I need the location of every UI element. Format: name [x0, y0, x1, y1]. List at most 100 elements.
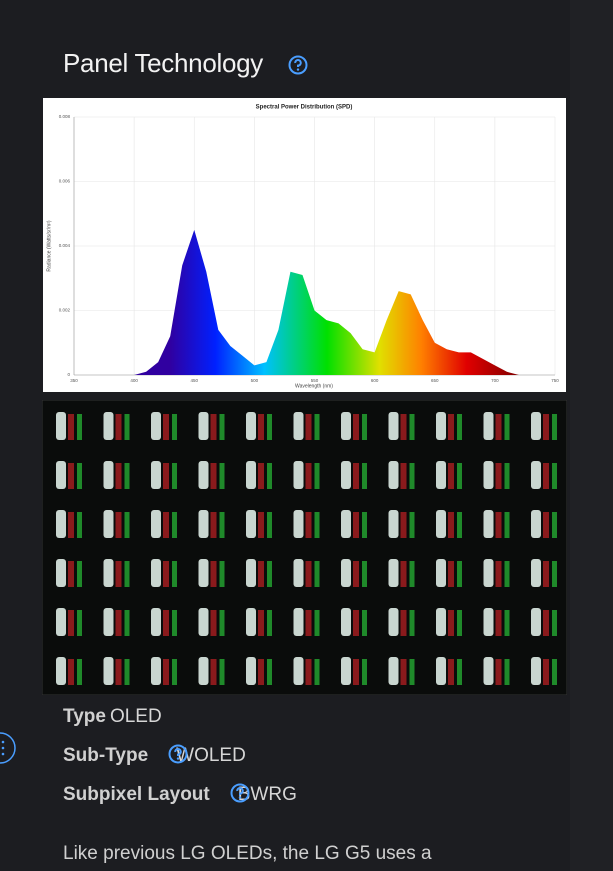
white-subpixel	[151, 412, 161, 440]
green-subpixel	[314, 610, 320, 636]
green-subpixel	[504, 610, 510, 636]
green-subpixel	[457, 659, 462, 685]
spec-row: Sub-Type WOLED	[63, 745, 246, 767]
white-subpixel	[531, 510, 541, 538]
white-subpixel	[151, 559, 161, 587]
red-subpixel	[448, 414, 454, 440]
white-subpixel	[293, 608, 304, 636]
green-subpixel	[219, 561, 225, 587]
green-subpixel	[457, 561, 462, 587]
menu-button[interactable]	[0, 730, 18, 766]
white-subpixel	[198, 510, 209, 538]
white-subpixel	[341, 608, 351, 636]
red-subpixel	[495, 561, 502, 587]
white-subpixel	[388, 657, 399, 685]
white-subpixel	[341, 559, 351, 587]
y-axis-label: Radiance (Watts/sr/m²)	[46, 220, 52, 272]
green-subpixel	[457, 414, 462, 440]
spec-value: OLED	[109, 706, 162, 727]
red-subpixel	[495, 414, 502, 440]
y-tick-label: 0.008	[59, 114, 71, 119]
x-tick-label: 650	[431, 378, 439, 383]
y-tick-label: 0.006	[59, 179, 71, 184]
white-subpixel	[341, 461, 351, 489]
red-subpixel	[495, 512, 502, 538]
spec-label: Subpixel Layout	[63, 784, 210, 805]
spec-label: Type	[63, 706, 106, 727]
green-subpixel	[172, 512, 177, 538]
white-subpixel	[436, 461, 446, 489]
green-subpixel	[314, 659, 320, 685]
red-subpixel	[400, 414, 407, 440]
red-subpixel	[115, 463, 122, 489]
red-subpixel	[543, 659, 549, 685]
red-subpixel	[400, 512, 407, 538]
white-subpixel	[246, 412, 256, 440]
white-subpixel	[198, 608, 209, 636]
white-subpixel	[56, 657, 66, 685]
green-subpixel	[409, 659, 415, 685]
x-tick-label: 600	[371, 378, 379, 383]
y-tick-label: 0.002	[59, 308, 71, 313]
red-subpixel	[258, 414, 264, 440]
green-subpixel	[362, 659, 367, 685]
red-subpixel	[305, 659, 312, 685]
green-subpixel	[172, 463, 177, 489]
white-subpixel	[436, 559, 446, 587]
red-subpixel	[68, 659, 74, 685]
help-icon[interactable]	[230, 783, 250, 803]
green-subpixel	[314, 512, 320, 538]
red-subpixel	[305, 561, 312, 587]
green-subpixel	[77, 610, 82, 636]
red-subpixel	[543, 561, 549, 587]
green-subpixel	[77, 659, 82, 685]
x-tick-label: 450	[190, 378, 198, 383]
red-subpixel	[115, 610, 122, 636]
white-subpixel	[246, 608, 256, 636]
red-subpixel	[163, 561, 169, 587]
white-subpixel	[531, 559, 541, 587]
red-subpixel	[353, 561, 359, 587]
green-subpixel	[362, 463, 367, 489]
red-subpixel	[305, 414, 312, 440]
red-subpixel	[210, 463, 217, 489]
green-subpixel	[172, 414, 177, 440]
green-subpixel	[314, 561, 320, 587]
white-subpixel	[103, 510, 114, 538]
white-subpixel	[246, 461, 256, 489]
white-subpixel	[531, 608, 541, 636]
red-subpixel	[305, 463, 312, 489]
red-subpixel	[543, 610, 549, 636]
green-subpixel	[362, 561, 367, 587]
green-subpixel	[172, 659, 177, 685]
green-subpixel	[124, 561, 130, 587]
spec-row: Type OLED	[63, 706, 162, 728]
red-subpixel	[400, 561, 407, 587]
red-subpixel	[68, 463, 74, 489]
white-subpixel	[531, 412, 541, 440]
white-subpixel	[531, 461, 541, 489]
help-icon[interactable]	[168, 744, 188, 764]
red-subpixel	[400, 610, 407, 636]
white-subpixel	[436, 510, 446, 538]
red-subpixel	[163, 414, 169, 440]
white-subpixel	[198, 559, 209, 587]
green-subpixel	[124, 659, 130, 685]
red-subpixel	[115, 659, 122, 685]
red-subpixel	[258, 561, 264, 587]
help-icon[interactable]	[288, 55, 308, 75]
green-subpixel	[552, 659, 557, 685]
green-subpixel	[172, 561, 177, 587]
green-subpixel	[409, 463, 415, 489]
green-subpixel	[552, 463, 557, 489]
green-subpixel	[552, 512, 557, 538]
white-subpixel	[483, 461, 494, 489]
green-subpixel	[409, 414, 415, 440]
white-subpixel	[341, 412, 351, 440]
red-subpixel	[543, 512, 549, 538]
chart-title: Spectral Power Distribution (SPD)	[256, 105, 353, 111]
white-subpixel	[103, 412, 114, 440]
red-subpixel	[448, 512, 454, 538]
x-axis-label: Wavelength (nm)	[295, 383, 333, 389]
